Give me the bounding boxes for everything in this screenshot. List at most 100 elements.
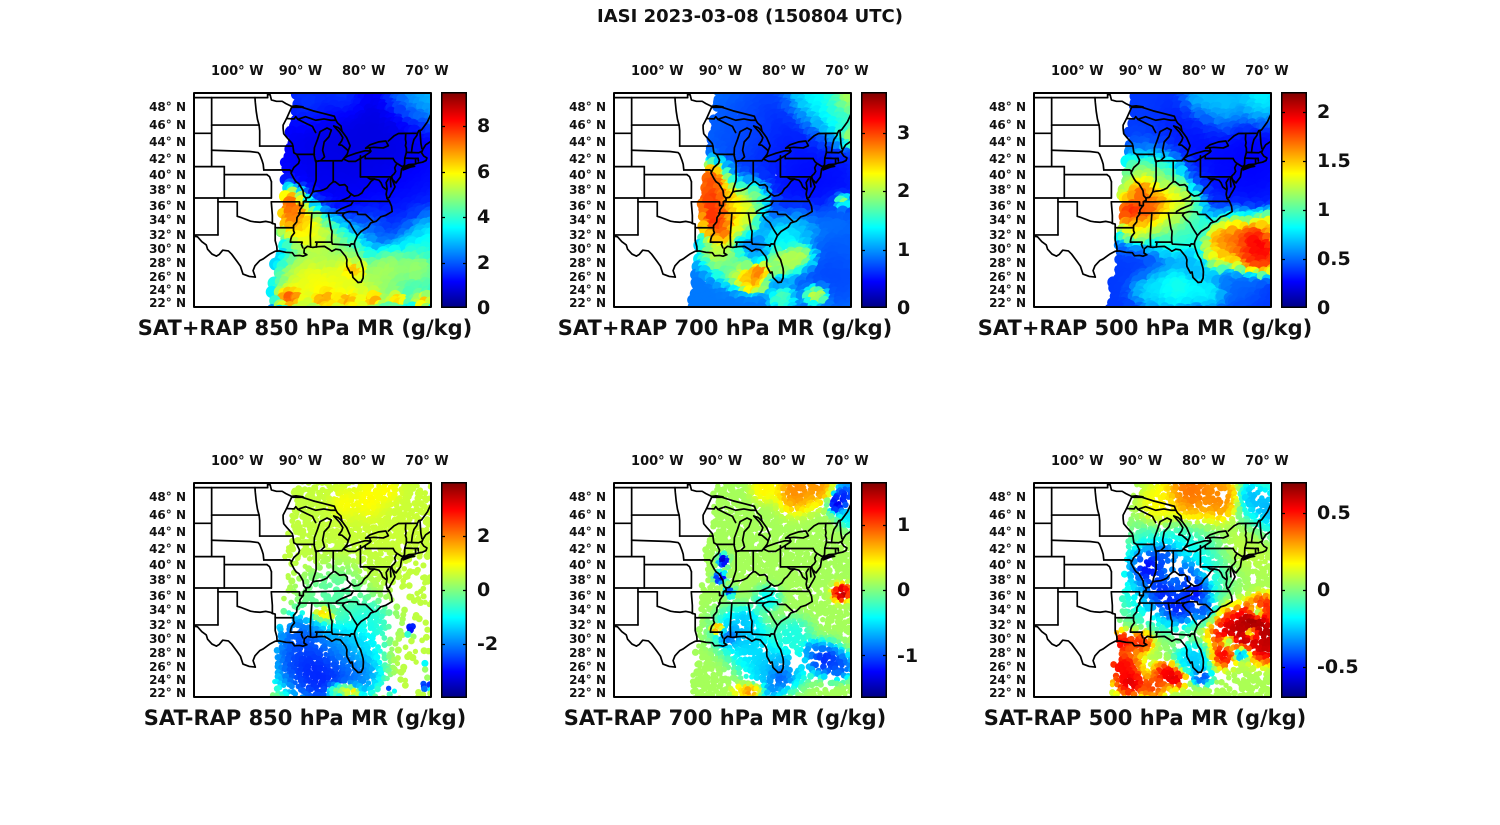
lat-tick-label: 22° N [989, 686, 1026, 701]
lat-tick-label: 24° N [149, 673, 186, 688]
lat-tick-label: 48° N [989, 99, 1026, 114]
lat-tick-label: 28° N [569, 256, 606, 271]
lat-tick-label: 36° N [989, 198, 1026, 213]
lat-tick-label: 48° N [989, 489, 1026, 504]
lon-tick-label: 90° W [278, 454, 323, 469]
colorbar-tick-label: 1 [897, 238, 911, 261]
lon-tick-label: 70° W [405, 64, 449, 79]
colorbar-tick-label: 4 [477, 206, 491, 229]
lat-tick-label: 28° N [989, 256, 1026, 271]
lon-tick-label: 80° W [1181, 64, 1226, 79]
lat-tick-label: 22° N [569, 296, 606, 311]
lat-tick-label: 24° N [149, 283, 186, 298]
lat-tick-label: 36° N [569, 198, 606, 213]
lat-tick-label: 32° N [989, 618, 1026, 632]
map-canvas [193, 482, 432, 698]
lat-tick-label: 32° N [149, 228, 186, 242]
lat-tick-label: 30° N [569, 632, 606, 647]
lon-tick-label: 70° W [1245, 454, 1289, 469]
lat-tick-label: 28° N [149, 646, 186, 661]
panel-sat-plus-rap-700: SAT+RAP 700 hPa MR (g/kg) 100° W 90° W 80°… [558, 64, 910, 340]
lat-tick-label: 42° N [149, 151, 186, 166]
lat-tick-label: 40° N [989, 167, 1026, 182]
map-canvas [613, 482, 852, 698]
lat-tick-label: 32° N [569, 618, 606, 632]
lat-tick-label: 26° N [149, 269, 186, 284]
lat-tick-label: 46° N [569, 117, 606, 132]
colorbar-tick-label: 2 [1317, 100, 1331, 123]
lat-tick-label: 36° N [149, 588, 186, 603]
colorbar-tick-label: -2 [477, 633, 499, 655]
lat-tick-label: 34° N [989, 213, 1026, 228]
colorbar-canvas [1281, 92, 1307, 308]
lon-tick-label: 70° W [825, 64, 869, 79]
map-canvas [613, 92, 852, 308]
lat-tick-label: 32° N [989, 228, 1026, 242]
lat-tick-label: 32° N [569, 228, 606, 242]
lat-tick-label: 26° N [989, 659, 1026, 674]
map-canvas [1033, 482, 1272, 698]
lat-tick-label: 40° N [569, 167, 606, 182]
lat-tick-label: 42° N [569, 151, 606, 166]
lat-tick-label: 34° N [569, 213, 606, 228]
lat-tick-label: 36° N [569, 588, 606, 603]
lon-tick-label: 100° W [1051, 64, 1104, 79]
panel-title: SAT-RAP 850 hPa MR (g/kg) [143, 706, 467, 730]
lat-tick-label: 46° N [989, 117, 1026, 132]
panel-sat-plus-rap-500: SAT+RAP 500 hPa MR (g/kg) 100° W 90° W 80°… [978, 64, 1351, 340]
lon-tick-label: 100° W [211, 454, 264, 469]
lat-tick-label: 40° N [989, 557, 1026, 572]
lat-tick-label: 42° N [989, 541, 1026, 556]
lat-tick-label: 34° N [569, 603, 606, 618]
lat-tick-label: 38° N [989, 183, 1026, 198]
lat-tick-label: 22° N [569, 686, 606, 701]
lat-tick-label: 24° N [989, 283, 1026, 298]
lat-tick-label: 36° N [989, 588, 1026, 603]
lat-tick-label: 30° N [989, 242, 1026, 257]
lat-tick-label: 30° N [149, 242, 186, 257]
lat-tick-label: 26° N [149, 659, 186, 674]
lat-tick-label: 24° N [569, 673, 606, 688]
lat-tick-label: 46° N [149, 117, 186, 132]
lat-tick-label: 28° N [569, 646, 606, 661]
lat-tick-label: 44° N [569, 134, 606, 149]
lat-tick-label: 46° N [149, 507, 186, 522]
lat-tick-label: 36° N [149, 198, 186, 213]
lat-tick-label: 48° N [149, 99, 186, 114]
panel-title: SAT+RAP 700 hPa MR (g/kg) [557, 316, 893, 340]
lat-tick-label: 24° N [989, 673, 1026, 688]
colorbar-canvas [861, 92, 887, 308]
lon-tick-label: 80° W [761, 64, 806, 79]
lon-tick-label: 70° W [825, 454, 869, 469]
lon-tick-label: 90° W [278, 64, 323, 79]
lat-tick-label: 32° N [149, 618, 186, 632]
map-canvas [193, 92, 432, 308]
colorbar-canvas [441, 92, 467, 308]
lat-tick-label: 42° N [149, 541, 186, 556]
colorbar-tick-label: 1.5 [1317, 149, 1351, 172]
colorbar-tick-label: 2 [897, 180, 911, 203]
panel-sat-minus-rap-700: SAT-RAP 700 hPa MR (g/kg) 100° W 90° W 80°… [564, 454, 918, 730]
panel-title: SAT+RAP 500 hPa MR (g/kg) [977, 316, 1313, 340]
lat-tick-label: 46° N [569, 507, 606, 522]
lat-tick-label: 48° N [569, 99, 606, 114]
lon-tick-label: 70° W [1245, 64, 1289, 79]
colorbar-tick-label: -1 [897, 644, 919, 667]
colorbar-tick-label: 8 [477, 115, 491, 138]
lat-tick-label: 38° N [569, 183, 606, 198]
map-canvas [1033, 92, 1272, 308]
lat-tick-label: 38° N [149, 573, 186, 588]
colorbar-tick-label: 3 [897, 121, 911, 144]
panel-title: SAT-RAP 700 hPa MR (g/kg) [563, 706, 887, 730]
lat-tick-label: 34° N [989, 603, 1026, 618]
lon-tick-label: 100° W [1051, 454, 1104, 469]
lat-tick-label: 40° N [569, 557, 606, 572]
colorbar-tick-label: 0 [1317, 297, 1331, 319]
lat-tick-label: 26° N [989, 269, 1026, 284]
lon-tick-label: 100° W [211, 64, 264, 79]
lon-tick-label: 90° W [1118, 64, 1163, 79]
lon-tick-label: 90° W [1118, 454, 1163, 469]
lat-tick-label: 38° N [569, 573, 606, 588]
lat-tick-label: 38° N [989, 573, 1026, 588]
